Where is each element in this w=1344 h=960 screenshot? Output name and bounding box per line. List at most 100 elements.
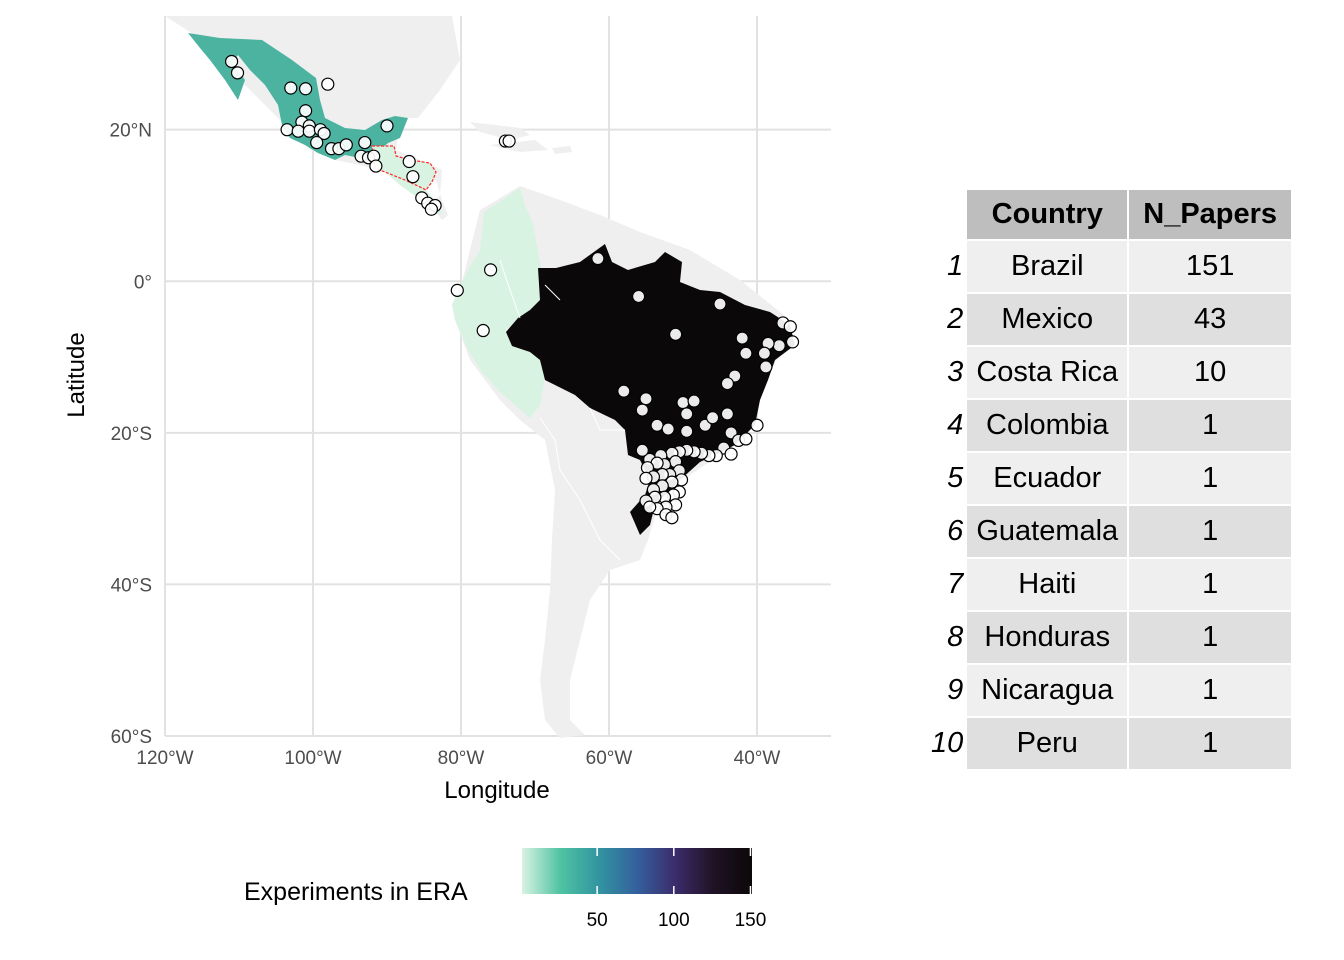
experiment-point: [643, 500, 657, 514]
row-number: 5: [930, 453, 966, 504]
table-row: 7 Haiti 1: [930, 559, 1292, 610]
highlight-outline: [371, 145, 437, 191]
experiment-point: [680, 424, 694, 438]
cell-country: Ecuador: [967, 453, 1128, 504]
experiment-point: [402, 154, 416, 169]
cell-n-papers: 10: [1129, 347, 1292, 398]
country-mexico: [188, 33, 408, 160]
cell-n-papers: 151: [1129, 241, 1292, 292]
header-country: Country: [967, 190, 1128, 239]
experiment-point: [424, 202, 438, 216]
y-tick-label: 60°S: [111, 727, 152, 748]
country-colombia-ecuador-peru: [452, 188, 545, 418]
legend-colorbar: [522, 848, 752, 894]
experiment-point: [230, 66, 245, 80]
x-tick-label: 60°W: [586, 748, 633, 769]
legend-tick-label: 50: [587, 910, 608, 931]
cell-country: Haiti: [967, 559, 1128, 610]
row-number: 10: [930, 718, 966, 769]
cell-n-papers: 1: [1129, 665, 1292, 716]
experiment-point: [476, 323, 490, 338]
cell-country: Honduras: [967, 612, 1128, 663]
experiment-point: [310, 135, 324, 150]
table-row: 4 Colombia 1: [930, 400, 1292, 451]
cell-n-papers: 1: [1129, 506, 1292, 557]
experiment-point: [772, 339, 786, 353]
table-row: 5 Ecuador 1: [930, 453, 1292, 504]
table-header-row: Country N_Papers: [930, 190, 1292, 239]
experiment-point: [650, 418, 664, 432]
experiment-point: [339, 138, 353, 152]
experiment-point: [380, 119, 394, 133]
y-tick-label: 20°N: [110, 121, 152, 142]
experiment-point: [724, 447, 738, 461]
cell-n-papers: 1: [1129, 612, 1292, 663]
row-number: 8: [930, 612, 966, 663]
row-number: 4: [930, 400, 966, 451]
experiment-point: [639, 392, 653, 406]
experiment-point: [687, 394, 701, 408]
highlighted-region-outline: [371, 145, 437, 191]
table-row: 8 Honduras 1: [930, 612, 1292, 663]
experiment-point: [369, 159, 383, 173]
experiment-point: [450, 283, 464, 297]
experiment-point: [591, 251, 605, 266]
land-layer: [165, 16, 795, 738]
cell-country: Brazil: [967, 241, 1128, 292]
experiment-point: [225, 54, 239, 69]
experiment-point: [635, 403, 649, 417]
country-borders: [499, 259, 625, 561]
cell-n-papers: 1: [1129, 400, 1292, 451]
y-axis-title: Latitude: [63, 332, 90, 417]
experiment-point: [291, 124, 305, 138]
experiment-point: [720, 376, 735, 391]
papers-table: Country N_Papers 1 Brazil 151 2 Mexico 43 3 Cos…: [928, 188, 1293, 771]
experiment-point: [302, 124, 316, 138]
table-row: 1 Brazil 151: [930, 241, 1292, 292]
table-body: 1 Brazil 151 2 Mexico 43 3 Costa Rica 10 4 Colombi…: [930, 241, 1292, 769]
experiment-point: [785, 335, 800, 349]
experiment-point: [631, 289, 646, 304]
experiment-point: [750, 418, 764, 432]
x-axis-title: Longitude: [444, 777, 549, 804]
experiment-point: [299, 104, 313, 118]
cell-n-papers: 1: [1129, 453, 1292, 504]
row-number: 6: [930, 506, 966, 557]
caribbean-islands: [470, 122, 572, 154]
header-n-papers: N_Papers: [1129, 190, 1292, 239]
experiment-point: [406, 170, 420, 184]
row-number: 3: [930, 347, 966, 398]
experiment-point: [739, 346, 753, 360]
x-tick-label: 120°W: [136, 748, 193, 769]
cell-country: Nicaragua: [967, 665, 1128, 716]
experiment-point: [713, 297, 727, 311]
table-row: 3 Costa Rica 10: [930, 347, 1292, 398]
experiment-point: [358, 135, 372, 150]
experiment-point: [680, 407, 694, 421]
experiment-point: [299, 82, 313, 96]
experiment-point: [661, 422, 675, 436]
experiment-point: [284, 81, 298, 95]
y-tick-label: 20°S: [111, 424, 152, 445]
experiment-point: [735, 331, 749, 345]
experiment-point: [635, 443, 649, 457]
experiment-point: [759, 360, 773, 374]
table-row: 2 Mexico 43: [930, 294, 1292, 345]
x-tick-label: 40°W: [734, 748, 781, 769]
cell-country: Mexico: [967, 294, 1128, 345]
country-brazil: [506, 244, 795, 535]
experiment-point: [502, 134, 516, 148]
experiment-point: [665, 511, 679, 525]
cell-country: Costa Rica: [967, 347, 1128, 398]
row-number: 2: [930, 294, 966, 345]
experiment-point: [668, 327, 683, 341]
color-legend: Experiments in ERA 50 100 150: [244, 848, 766, 931]
cell-n-papers: 1: [1129, 559, 1292, 610]
legend-tick-label: 150: [735, 910, 767, 931]
row-number-header: [930, 190, 966, 239]
experiment-point: [639, 471, 653, 485]
legend-title: Experiments in ERA: [244, 878, 468, 906]
table-row: 6 Guatemala 1: [930, 506, 1292, 557]
experiment-point: [676, 395, 690, 410]
